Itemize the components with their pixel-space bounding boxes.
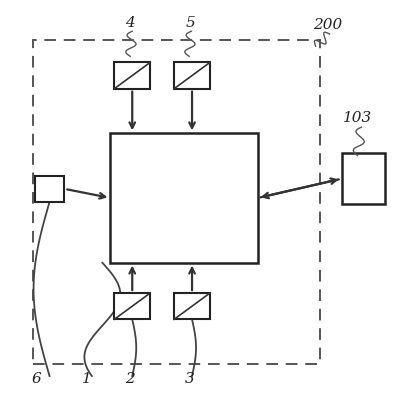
Bar (32, 41, 320, 364)
Bar (114, 63, 150, 90)
Bar (174, 63, 210, 90)
Text: 103: 103 (343, 111, 372, 125)
Bar (342, 154, 385, 205)
Bar (174, 293, 210, 320)
Text: 1: 1 (82, 371, 91, 385)
Bar (114, 293, 150, 320)
Text: 3: 3 (185, 371, 195, 385)
Text: 2: 2 (125, 371, 135, 385)
Bar (110, 134, 258, 263)
Bar (34, 176, 64, 202)
Text: 200: 200 (313, 18, 342, 32)
Text: 4: 4 (125, 16, 135, 30)
Text: 5: 5 (185, 16, 195, 30)
Text: 6: 6 (32, 371, 42, 385)
